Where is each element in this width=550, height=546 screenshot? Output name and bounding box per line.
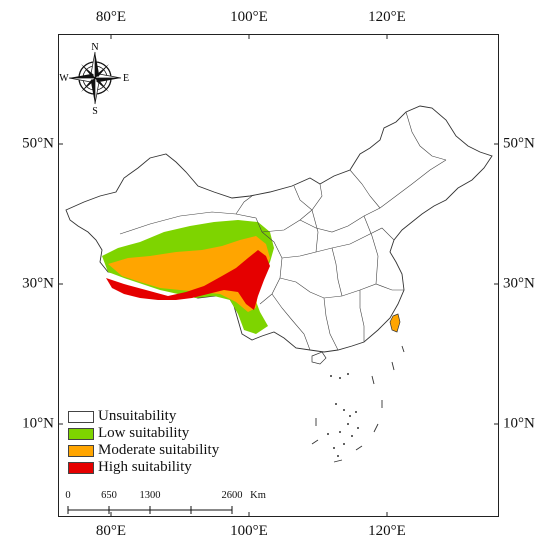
high-suitability-area [106, 250, 270, 310]
scale-tick-label-0: 0 [65, 490, 71, 501]
compass-west-label: W [59, 73, 69, 84]
legend-label: High suitability [98, 459, 192, 475]
scale-bar: 0 650 1300 2600 Km [62, 490, 266, 516]
taiwan-island [389, 313, 401, 333]
frame-ticks [58, 34, 499, 517]
right-lat-label-10: 10°N [503, 415, 535, 432]
scale-tick-label-650: 650 [101, 490, 117, 501]
compass-north-label: N [91, 42, 98, 53]
right-lat-label-30: 30°N [503, 275, 535, 292]
scale-bar-graphic [67, 506, 233, 514]
scale-tick-label-2600: 2600 [221, 490, 243, 501]
scale-tick-label-1300: 1300 [139, 490, 161, 501]
top-lon-label-120: 120°E [368, 9, 406, 25]
right-lat-label-50: 50°N [503, 135, 535, 152]
scale-unit-label: Km [250, 490, 266, 501]
legend-item-moderate-suitability: Moderate suitability [68, 442, 219, 459]
country-outline [65, 105, 493, 353]
moderate-suitability-area [108, 236, 270, 312]
bottom-lon-label-120: 120°E [368, 523, 406, 539]
legend-item-high-suitability: High suitability [68, 459, 219, 476]
compass-rose [68, 51, 122, 105]
legend-item-unsuitability: Unsuitability [68, 408, 219, 425]
legend-swatch [68, 427, 94, 440]
legend-label: Low suitability [98, 425, 190, 441]
map-frame [58, 34, 499, 517]
bottom-lon-label-100: 100°E [230, 523, 268, 539]
top-lon-label-80: 80°E [95, 9, 127, 25]
left-lat-label-30: 30°N [22, 275, 54, 292]
legend: Unsuitability Low suitability Moderate s… [68, 408, 219, 476]
legend-label: Unsuitability [98, 408, 177, 424]
compass-south-label: S [92, 106, 98, 117]
legend-label: Moderate suitability [98, 442, 220, 458]
nine-dash-line [311, 345, 405, 463]
left-lat-label-50: 50°N [22, 135, 54, 152]
compass-east-label: E [123, 73, 129, 84]
legend-swatch [68, 410, 94, 423]
left-lat-label-10: 10°N [22, 415, 54, 432]
legend-swatch [68, 444, 94, 457]
bottom-lon-label-80: 80°E [95, 523, 127, 539]
legend-swatch [68, 461, 94, 474]
legend-item-low-suitability: Low suitability [68, 425, 219, 442]
provincial-boundaries [119, 111, 447, 351]
south-china-sea-islands [327, 373, 359, 457]
top-lon-label-100: 100°E [230, 9, 268, 25]
hainan-island [311, 351, 327, 365]
